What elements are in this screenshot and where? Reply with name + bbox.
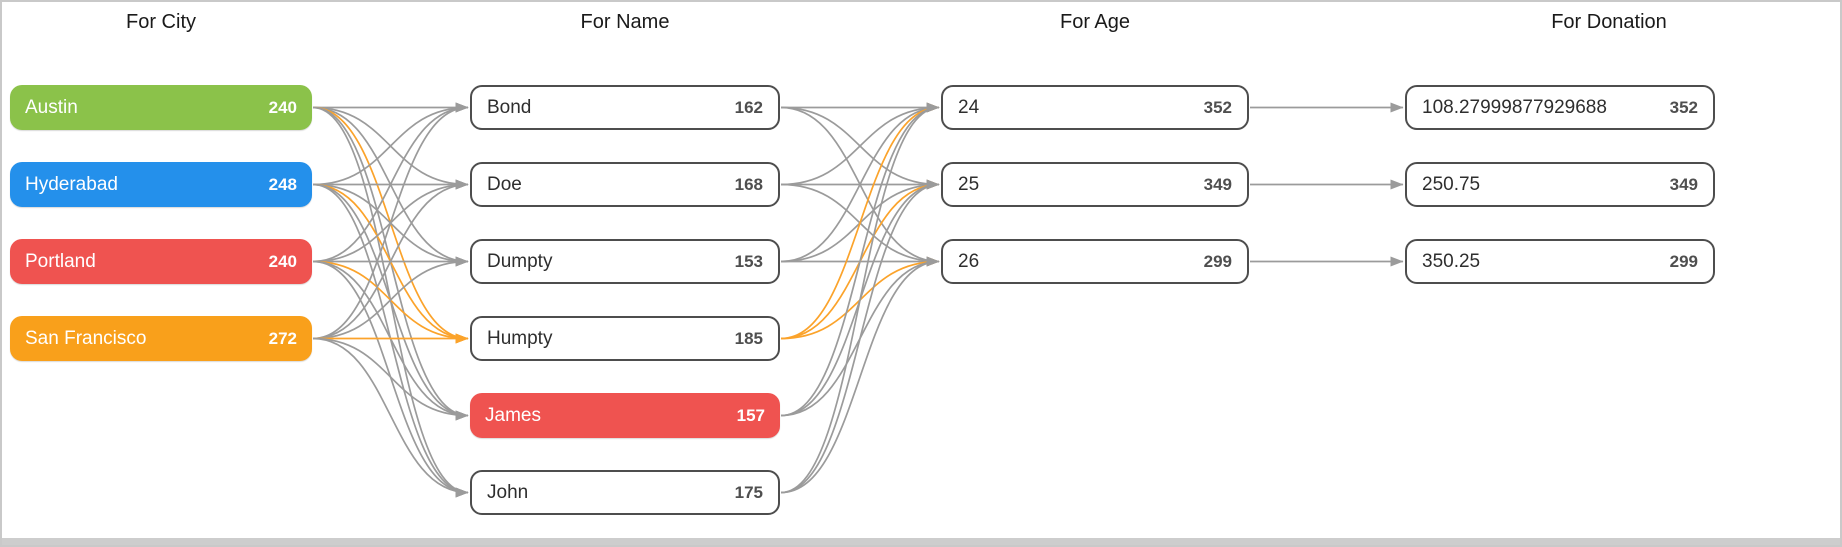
age-node-24[interactable]: 24 352 bbox=[941, 85, 1249, 130]
highlighted-link-l1-3-0 bbox=[780, 102, 940, 340]
age-node-25[interactable]: 25 349 bbox=[941, 162, 1249, 207]
name-node-james[interactable]: James 157 bbox=[470, 393, 780, 438]
node-label: Doe bbox=[487, 173, 522, 195]
node-count: 168 bbox=[734, 174, 763, 194]
donation-node-350-25[interactable]: 350.25 299 bbox=[1405, 239, 1715, 284]
city-node-san-francisco[interactable]: San Francisco 272 bbox=[10, 316, 312, 361]
node-label: Hyderabad bbox=[25, 173, 118, 195]
node-count: 240 bbox=[268, 251, 297, 271]
column-header-donation: For Donation bbox=[1551, 11, 1667, 33]
node-label: Humpty bbox=[487, 327, 553, 349]
link-l1-5-0 bbox=[780, 102, 940, 494]
node-label: Dumpty bbox=[487, 250, 553, 272]
link-l1-2-0 bbox=[780, 102, 940, 263]
node-label: John bbox=[487, 481, 529, 503]
name-node-doe[interactable]: Doe 168 bbox=[470, 162, 780, 207]
link-l0-1-0 bbox=[312, 102, 469, 186]
link-l1-4-0 bbox=[780, 102, 940, 417]
node-label: San Francisco bbox=[25, 327, 147, 349]
node-count: 349 bbox=[1203, 174, 1232, 194]
node-label: 25 bbox=[958, 173, 980, 195]
link-l0-2-0 bbox=[312, 102, 469, 263]
link-l0-3-1 bbox=[312, 179, 469, 340]
node-label: James bbox=[485, 404, 541, 426]
node-label: 250.75 bbox=[1422, 173, 1481, 195]
node-count: 185 bbox=[734, 328, 763, 348]
age-node-26[interactable]: 26 299 bbox=[941, 239, 1249, 284]
node-count: 272 bbox=[268, 328, 297, 348]
node-count: 157 bbox=[736, 405, 765, 425]
link-l0-3-5 bbox=[312, 337, 469, 498]
node-label: 24 bbox=[958, 96, 980, 118]
node-count: 299 bbox=[1669, 251, 1698, 271]
name-node-dumpty[interactable]: Dumpty 153 bbox=[470, 239, 780, 284]
node-count: 352 bbox=[1203, 97, 1232, 117]
name-node-bond[interactable]: Bond 162 bbox=[470, 85, 780, 130]
link-l1-1-0 bbox=[780, 102, 940, 186]
node-label: Bond bbox=[487, 96, 532, 118]
column-header-city: For City bbox=[126, 11, 196, 33]
node-label: 26 bbox=[958, 250, 980, 272]
node-count: 248 bbox=[268, 174, 297, 194]
donation-node-108-27999877929688[interactable]: 108.27999877929688 352 bbox=[1405, 85, 1715, 130]
column-header-name: For Name bbox=[580, 11, 670, 33]
city-node-austin[interactable]: Austin 240 bbox=[10, 85, 312, 130]
link-l1-5-2 bbox=[780, 256, 940, 494]
link-l0-3-0 bbox=[312, 102, 469, 340]
donation-node-250-75[interactable]: 250.75 349 bbox=[1405, 162, 1715, 207]
node-count: 162 bbox=[734, 97, 763, 117]
bottom-border-strip bbox=[2, 538, 1840, 545]
node-count: 352 bbox=[1669, 97, 1698, 117]
column-header-age: For Age bbox=[1059, 11, 1131, 33]
node-count: 349 bbox=[1669, 174, 1698, 194]
link-l1-5-1 bbox=[780, 179, 940, 494]
name-node-humpty[interactable]: Humpty 185 bbox=[470, 316, 780, 361]
link-l0-3-4 bbox=[312, 337, 469, 421]
city-node-hyderabad[interactable]: Hyderabad 248 bbox=[10, 162, 312, 207]
node-label: 350.25 bbox=[1422, 250, 1481, 272]
node-label: 108.27999877929688 bbox=[1422, 96, 1607, 118]
node-count: 175 bbox=[734, 482, 763, 502]
node-label: Portland bbox=[25, 250, 96, 272]
node-count: 240 bbox=[268, 97, 297, 117]
name-node-john[interactable]: John 175 bbox=[470, 470, 780, 515]
node-count: 153 bbox=[734, 251, 763, 271]
city-node-portland[interactable]: Portland 240 bbox=[10, 239, 312, 284]
link-l0-3-2 bbox=[312, 256, 469, 340]
node-count: 299 bbox=[1203, 251, 1232, 271]
node-label: Austin bbox=[25, 96, 78, 118]
